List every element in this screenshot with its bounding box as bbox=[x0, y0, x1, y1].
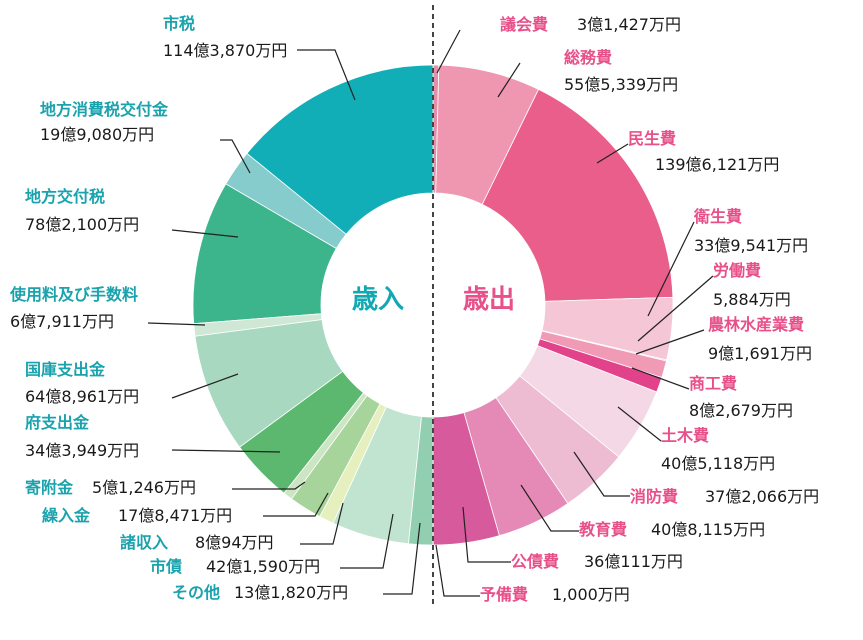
revenue-label-name-2: 地方交付税 bbox=[25, 187, 105, 206]
expense-leader-10 bbox=[462, 506, 511, 563]
revenue-slice-10 bbox=[408, 415, 434, 546]
revenue-leader-7 bbox=[263, 492, 329, 517]
revenue-slice-0 bbox=[246, 64, 434, 235]
expense-label-name-7: 土木費 bbox=[661, 426, 709, 445]
expense-label-amount-7: 40億5,118万円 bbox=[661, 454, 775, 473]
revenue-leader-6 bbox=[232, 481, 306, 490]
revenue-label-amount-8: 8億94万円 bbox=[195, 533, 274, 552]
expense-label-name-1: 総務費 bbox=[564, 48, 612, 67]
revenue-label-amount-7: 17億8,471万円 bbox=[118, 506, 232, 525]
leader-lines bbox=[147, 29, 714, 597]
revenue-label-amount-4: 64億8,961万円 bbox=[25, 387, 139, 406]
revenue-label-name-8: 諸収入 bbox=[120, 533, 168, 552]
expense-label-name-0: 議会費 bbox=[500, 15, 548, 34]
expense-leader-2 bbox=[596, 143, 629, 164]
expense-label-name-8: 消防費 bbox=[630, 487, 678, 506]
revenue-label-name-0: 市税 bbox=[163, 14, 195, 33]
expense-label-amount-4: 5,884万円 bbox=[713, 290, 791, 309]
expense-label-amount-6: 8億2,679万円 bbox=[689, 401, 793, 420]
expense-label-amount-3: 33億9,541万円 bbox=[694, 236, 808, 255]
revenue-label-name-7: 繰入金 bbox=[42, 506, 91, 525]
revenue-label-name-1: 地方消費税交付金 bbox=[40, 100, 169, 119]
revenue-label-amount-9: 42億1,590万円 bbox=[206, 557, 320, 576]
expense-label-amount-1: 55億5,339万円 bbox=[564, 75, 678, 94]
expense-label-amount-10: 36億111万円 bbox=[584, 552, 683, 571]
revenue-label-name-5: 府支出金 bbox=[25, 413, 90, 432]
expense-leader-6 bbox=[631, 367, 690, 390]
expense-label-name-2: 民生費 bbox=[628, 129, 676, 148]
expense-leader-8 bbox=[573, 451, 630, 497]
expense-label-name-10: 公債費 bbox=[511, 552, 559, 571]
center-label-expense: 歳出 bbox=[463, 285, 515, 315]
revenue-label-name-10: その他 bbox=[172, 583, 220, 602]
revenue-label-name-6: 寄附金 bbox=[25, 478, 74, 497]
revenue-label-amount-5: 34億3,949万円 bbox=[25, 441, 139, 460]
expense-label-name-3: 衛生費 bbox=[693, 207, 742, 226]
center-label-revenue: 歳入 bbox=[352, 285, 404, 315]
revenue-label-amount-2: 78億2,100万円 bbox=[25, 215, 139, 234]
revenue-leader-9 bbox=[340, 513, 394, 569]
expense-label-name-6: 商工費 bbox=[689, 374, 737, 393]
revenue-label-name-4: 国庫支出金 bbox=[25, 360, 106, 379]
revenue-label-amount-1: 19億9,080万円 bbox=[40, 125, 154, 144]
revenue-label-amount-6: 5億1,246万円 bbox=[92, 478, 196, 497]
expense-label-amount-8: 37億2,066万円 bbox=[705, 487, 819, 506]
revenue-label-name-9: 市債 bbox=[150, 557, 182, 576]
expense-label-amount-2: 139億6,121万円 bbox=[655, 155, 779, 174]
expense-label-amount-11: 1,000万円 bbox=[552, 585, 630, 604]
expense-leader-4 bbox=[637, 275, 714, 342]
expense-leader-0 bbox=[436, 29, 461, 74]
expense-label-amount-5: 9億1,691万円 bbox=[708, 344, 812, 363]
expense-leader-9 bbox=[520, 484, 579, 532]
expense-leader-11 bbox=[435, 544, 480, 597]
expense-leader-1 bbox=[497, 62, 521, 98]
expense-leader-3 bbox=[647, 221, 695, 317]
revenue-leader-10 bbox=[383, 522, 421, 595]
expense-label-amount-0: 3億1,427万円 bbox=[577, 15, 681, 34]
expense-slice-2 bbox=[481, 88, 674, 302]
expense-label-name-9: 教育費 bbox=[579, 520, 627, 539]
revenue-leader-2 bbox=[171, 229, 239, 238]
revenue-leader-1 bbox=[220, 139, 251, 174]
expense-leader-7 bbox=[617, 406, 662, 442]
expense-label-name-11: 予備費 bbox=[480, 585, 528, 604]
revenue-leader-3 bbox=[147, 322, 206, 326]
revenue-label-amount-3: 6億7,911万円 bbox=[10, 312, 114, 331]
donut-slices bbox=[192, 64, 674, 546]
revenue-leader-0 bbox=[297, 49, 356, 101]
revenue-leader-8 bbox=[300, 502, 344, 545]
revenue-leader-4 bbox=[171, 373, 239, 399]
revenue-label-amount-0: 114億3,870万円 bbox=[163, 41, 287, 60]
expense-leader-5 bbox=[635, 329, 705, 355]
revenue-label-amount-10: 13億1,820万円 bbox=[234, 583, 348, 602]
expense-label-name-5: 農林水産業費 bbox=[708, 315, 804, 334]
revenue-label-name-3: 使用料及び手数料 bbox=[9, 285, 138, 304]
expense-label-name-4: 労働費 bbox=[713, 261, 761, 280]
revenue-leader-5 bbox=[171, 449, 281, 453]
expense-label-amount-9: 40億8,115万円 bbox=[651, 520, 765, 539]
